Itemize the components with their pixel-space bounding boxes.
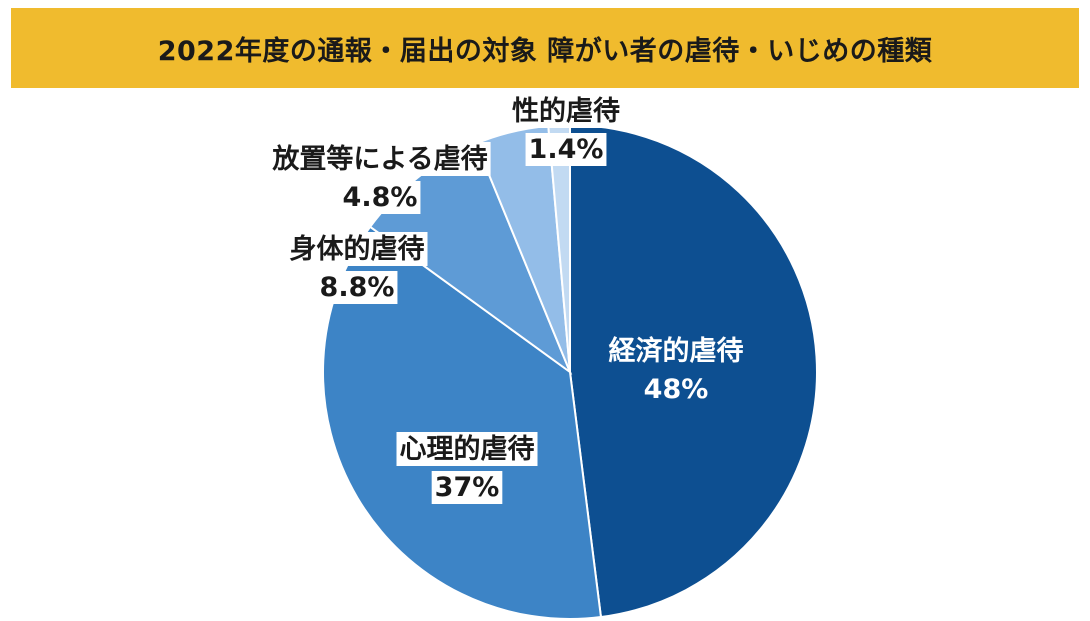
slice-label-group-2: 心理的虐待 37% [396,432,538,504]
chart-title: 2022年度の通報・届出の対象 障がい者の虐待・いじめの種類 [157,35,933,67]
slice-value-label: 1.4% [529,134,604,165]
slice-value-label: 4.8% [343,182,418,213]
label-background [286,232,428,266]
slice-value-label: 37% [435,472,500,503]
pie-slice-1 [569,123,818,619]
label-background [431,471,503,504]
label-background [339,181,421,214]
label-background [525,133,607,166]
slice-label-group-4: 放置等による虐待 4.8% [268,142,491,214]
slice-category-label: 性的虐待 [512,95,620,127]
slice-value-label: 8.8% [320,272,395,303]
label-background [509,94,623,128]
slice-label-group-3: 身体的虐待 8.8% [286,232,428,304]
label-background [396,432,538,466]
slice-label-group-5: 性的虐待 1.4% [509,94,623,166]
slice-label-group-1: 経済的虐待 48% [609,335,744,405]
title-banner: 2022年度の通報・届出の対象 障がい者の虐待・いじめの種類 [11,8,1079,88]
slice-category-label: 放置等による虐待 [271,143,487,175]
label-background [268,142,491,176]
label-background [316,271,398,304]
slice-category-label: 心理的虐待 [400,433,535,465]
slice-category-label: 身体的虐待 [290,233,425,265]
slice-value-label: 48% [644,374,709,405]
slice-category-label: 経済的虐待 [609,335,744,367]
